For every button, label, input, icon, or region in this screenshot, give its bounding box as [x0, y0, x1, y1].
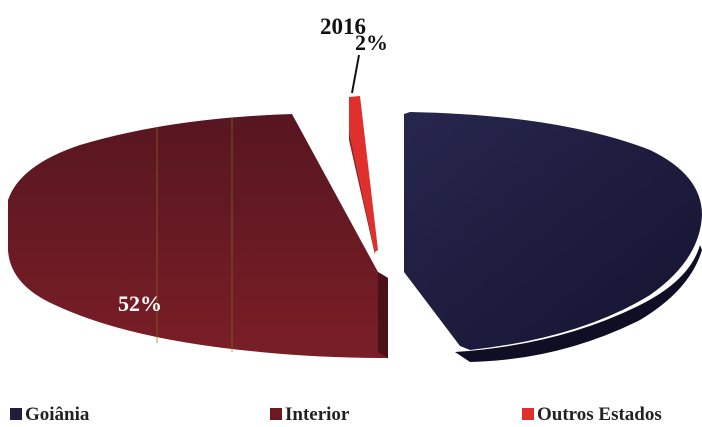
data-label-outros-estados: 2%	[355, 30, 388, 55]
legend-label-goiania: Goiânia	[25, 404, 90, 425]
legend-swatch-interior	[270, 408, 282, 420]
slice-outros-estados-side	[349, 130, 375, 255]
slice-outros-estados-front	[349, 96, 378, 252]
legend-item-outros-estados: Outros Estados	[522, 404, 662, 425]
slice-interior-edge	[378, 272, 388, 358]
slice-goiania-top	[404, 112, 702, 350]
legend: Goiânia Interior Outros Estados	[10, 404, 662, 425]
legend-item-interior: Interior	[270, 404, 350, 425]
leader-line-outros-estados	[351, 54, 360, 94]
slice-goiania-side	[455, 245, 702, 362]
legend-item-goiania: Goiânia	[10, 404, 90, 425]
data-label-interior: 52%	[118, 291, 162, 316]
slice-interior	[8, 114, 388, 358]
legend-label-interior: Interior	[285, 404, 350, 425]
legend-swatch-outros-estados	[522, 408, 534, 420]
slice-goiania	[404, 112, 702, 362]
chart-title: 2016	[320, 14, 366, 39]
legend-swatch-goiania	[10, 408, 22, 420]
slice-outros-estados	[349, 96, 378, 255]
slice-interior-body	[8, 114, 388, 358]
legend-label-outros-estados: Outros Estados	[537, 404, 662, 425]
